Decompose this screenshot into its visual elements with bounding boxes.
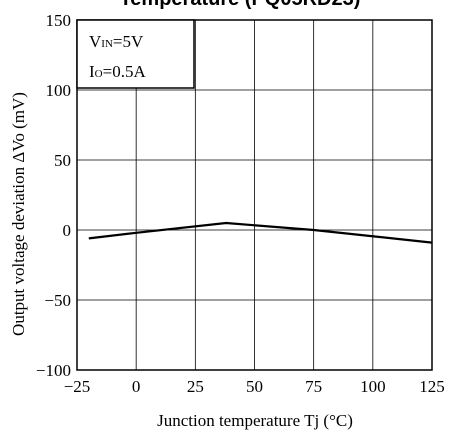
x-tick-label: 100 xyxy=(360,377,386,396)
vin-condition: VIN=5V xyxy=(89,32,144,51)
vin-symbol: V xyxy=(89,32,102,51)
y-tick-label: 100 xyxy=(46,81,72,100)
y-tick-label: 50 xyxy=(54,151,71,170)
x-tick-label: −25 xyxy=(64,377,91,396)
x-tick-label: 0 xyxy=(132,377,141,396)
y-tick-label: −50 xyxy=(44,291,71,310)
x-tick-label: 25 xyxy=(187,377,204,396)
y-axis-label: Output voltage deviation ΔVo (mV) xyxy=(9,92,28,336)
y-tick-label: 150 xyxy=(46,11,72,30)
grid xyxy=(77,20,432,370)
x-tick-labels: −25 0 25 50 75 100 125 xyxy=(64,377,445,396)
plot-frame xyxy=(76,19,433,371)
io-subscript: O xyxy=(95,68,103,80)
io-symbol: I xyxy=(89,62,95,81)
io-condition: IO=0.5A xyxy=(89,62,146,81)
conditions-box: VIN=5V IO=0.5A xyxy=(76,19,195,89)
x-tick-label: 50 xyxy=(246,377,263,396)
series-line-0 xyxy=(88,221,433,244)
y-tick-labels: −100 −50 0 50 100 150 xyxy=(36,11,71,380)
x-axis-label: Junction temperature Tj (°C) xyxy=(157,411,353,430)
vin-value: =5V xyxy=(113,32,144,51)
series-group xyxy=(88,221,433,244)
chart-title: Temperature (PQ05RD23) xyxy=(120,0,361,10)
vin-subscript: IN xyxy=(101,38,113,50)
x-tick-label: 75 xyxy=(305,377,322,396)
conditions-box-frame xyxy=(76,19,195,89)
io-value: =0.5A xyxy=(103,62,147,81)
x-tick-label: 125 xyxy=(419,377,445,396)
y-tick-label: −100 xyxy=(36,361,71,380)
y-tick-label: 0 xyxy=(63,221,72,240)
